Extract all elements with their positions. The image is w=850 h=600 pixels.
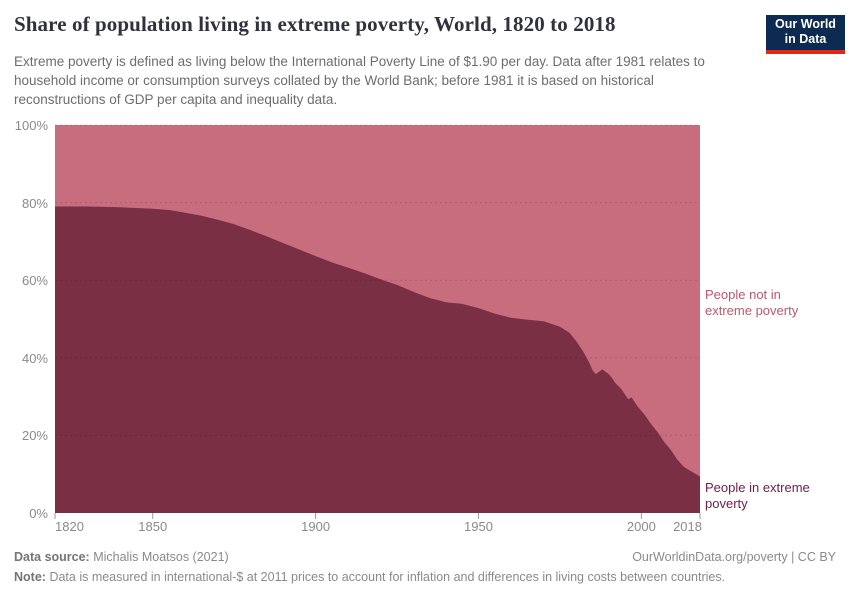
x-axis-label-2000: 2000 <box>626 519 656 534</box>
series-label-not-in-poverty: People not in extreme poverty <box>705 287 799 318</box>
chart-subtitle: Extreme poverty is defined as living bel… <box>14 54 705 107</box>
y-axis-label-40: 40% <box>21 350 48 366</box>
note-label: Note: <box>14 570 46 584</box>
data-source-label: Data source: <box>14 550 90 564</box>
data-source: Data source: Michalis Moatsos (2021) <box>14 549 229 565</box>
y-axis-label-100: 100% <box>14 118 48 133</box>
owid-logo[interactable]: Our World in Data <box>766 15 845 54</box>
y-axis-label-80: 80% <box>21 195 48 211</box>
chart-footer: Data source: Michalis Moatsos (2021) Our… <box>14 549 836 585</box>
x-axis-label-1850: 1850 <box>138 519 168 534</box>
owid-license-link[interactable]: OurWorldinData.org/poverty | CC BY <box>632 550 836 564</box>
note-value: Data is measured in international-$ at 2… <box>49 570 726 584</box>
series-label-in-poverty: People in extreme poverty <box>705 480 810 511</box>
y-axis-label-20: 20% <box>21 428 48 444</box>
x-axis-label-1900: 1900 <box>301 519 331 534</box>
y-axis-label-60: 60% <box>21 273 48 289</box>
x-axis-label-2018: 2018 <box>673 519 702 534</box>
chart-note: Note: Data is measured in international-… <box>14 569 836 585</box>
x-axis-label-1950: 1950 <box>464 519 493 534</box>
page-title: Share of population living in extreme po… <box>14 12 616 36</box>
area-people-in-extreme-poverty[interactable] <box>55 206 700 514</box>
data-source-value: Michalis Moatsos (2021) <box>93 550 229 564</box>
owid-logo-line2: in Data <box>784 32 827 46</box>
x-axis-label-1820: 1820 <box>55 519 84 534</box>
y-axis-label-0: 0% <box>29 506 48 521</box>
owid-logo-line1: Our World <box>775 17 836 31</box>
